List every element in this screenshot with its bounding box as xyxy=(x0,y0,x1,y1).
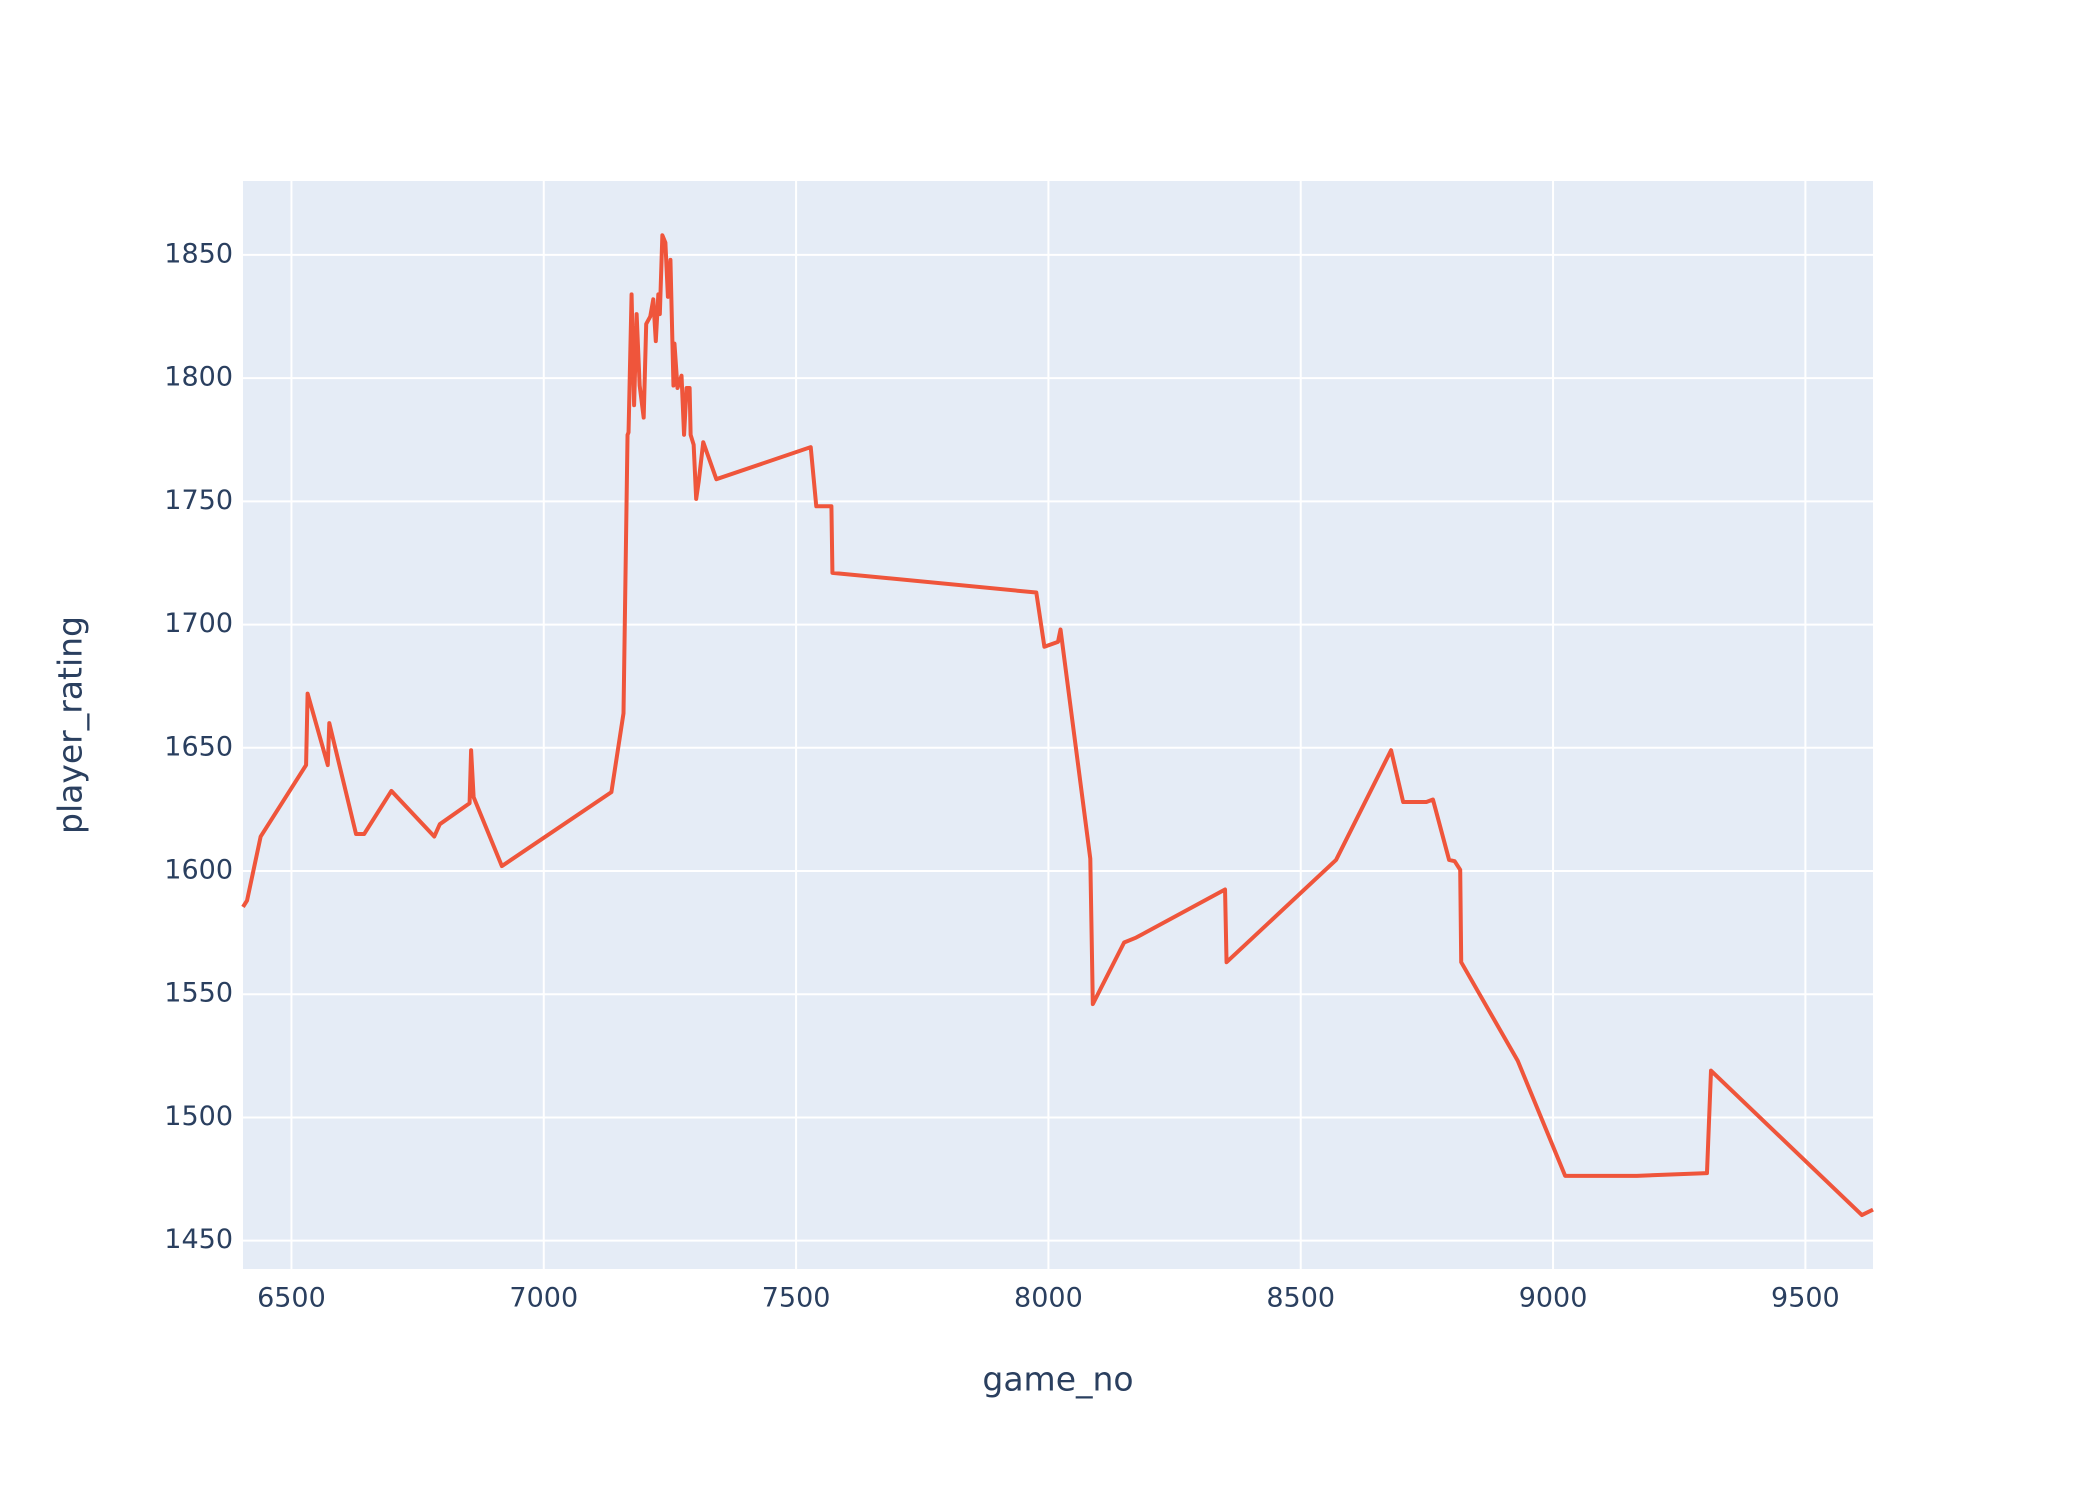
grid xyxy=(243,181,1873,1269)
y-tick-label: 1800 xyxy=(164,362,233,393)
marks xyxy=(241,233,1874,1218)
x-tick-label: 8500 xyxy=(1266,1283,1335,1314)
x-tick-label: 6500 xyxy=(257,1283,326,1314)
y-tick-label: 1500 xyxy=(164,1101,233,1132)
y-tick-label: 1650 xyxy=(164,731,233,762)
x-tick-label: 8000 xyxy=(1014,1283,1083,1314)
x-tick-label: 9000 xyxy=(1519,1283,1588,1314)
y-tick-label: 1700 xyxy=(164,608,233,639)
y-axis-title: player_rating xyxy=(51,616,90,834)
x-tick-label: 9500 xyxy=(1771,1283,1840,1314)
y-tick-label: 1450 xyxy=(164,1224,233,1255)
y-tick-label: 1550 xyxy=(164,978,233,1009)
x-axis-title: game_no xyxy=(982,1360,1133,1399)
x-tick-label: 7000 xyxy=(509,1283,578,1314)
y-tick-label: 1850 xyxy=(164,238,233,269)
x-tick-label: 7500 xyxy=(762,1283,831,1314)
y-tick-label: 1750 xyxy=(164,485,233,516)
plot-area xyxy=(243,181,1873,1269)
line xyxy=(241,233,1874,1218)
y-tick-label: 1600 xyxy=(164,855,233,886)
